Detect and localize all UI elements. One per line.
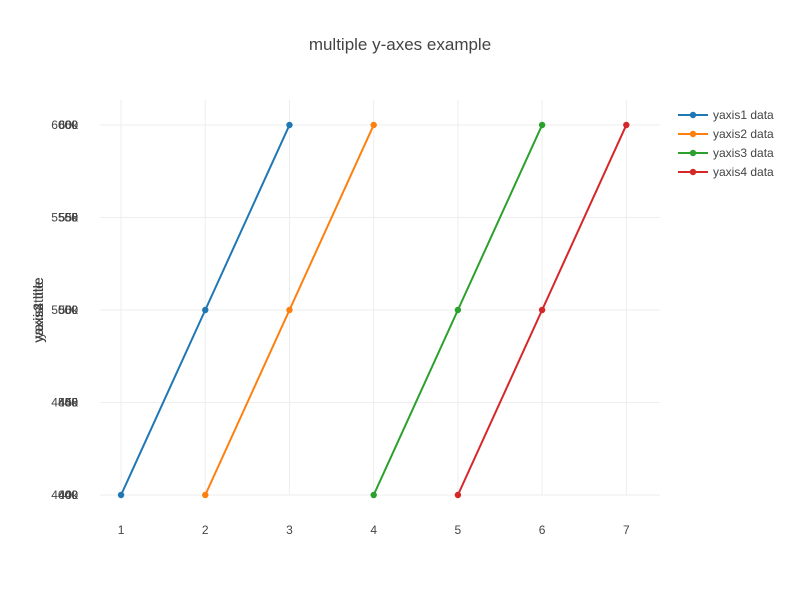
data-point[interactable]: [202, 491, 209, 499]
y-tick-label: 40k: [59, 488, 79, 502]
data-point[interactable]: [538, 121, 546, 129]
data-point[interactable]: [370, 491, 377, 499]
y-tick-label: 600: [58, 118, 78, 132]
y-axis-title: yaxis2 title: [30, 277, 46, 343]
x-tick-label: 6: [539, 523, 546, 537]
y-tick-label: 55: [65, 211, 79, 225]
chart-title: multiple y-axes example: [309, 35, 491, 54]
x-tick-label: 4: [370, 523, 377, 537]
legend-label: yaxis1 data: [713, 108, 774, 122]
y-tick-labels: 40 45 50 55 60 400 450 500 550 600 4000 4500 5000 550…: [51, 118, 79, 502]
y-tick-label: 45: [65, 396, 79, 410]
data-point[interactable]: [117, 491, 125, 499]
legend-item[interactable]: yaxis2 data: [678, 127, 774, 141]
series-lines: [117, 121, 630, 499]
y-tick-label: 55k: [59, 211, 79, 225]
x-tick-label: 1: [118, 523, 125, 537]
y-tick-label: 5000: [51, 303, 78, 317]
legend-label: yaxis3 data: [713, 146, 774, 160]
data-point[interactable]: [286, 306, 293, 314]
legend-marker-icon: [689, 111, 697, 119]
legend-item[interactable]: yaxis1 data: [678, 108, 774, 122]
legend-label: yaxis4 data: [713, 165, 774, 179]
y-tick-label: 500: [58, 303, 78, 317]
y-axis-title: yaxis3 title: [30, 277, 46, 343]
series-1: [117, 121, 293, 499]
legend-label: yaxis2 data: [713, 127, 774, 141]
data-point[interactable]: [454, 306, 462, 314]
legend-item[interactable]: yaxis4 data: [678, 165, 774, 179]
y-tick-label: 60k: [59, 118, 79, 132]
legend-marker-icon: [689, 168, 697, 176]
y-tick-label: 60: [65, 118, 79, 132]
y-tick-label: 550: [58, 211, 78, 225]
x-tick-label: 3: [286, 523, 293, 537]
x-tick-label: 7: [623, 523, 630, 537]
y-tick-label: 400: [58, 488, 78, 502]
x-tick-label: 2: [202, 523, 209, 537]
y-tick-label: 4000: [51, 488, 78, 502]
y-tick-label: 40: [65, 488, 79, 502]
y-axis-title: yaxis4 title: [30, 277, 46, 343]
series-3: [370, 121, 546, 499]
data-point[interactable]: [202, 306, 209, 314]
y-tick-label: 6000: [51, 118, 78, 132]
legend-marker-icon: [689, 149, 697, 157]
series-4: [454, 121, 630, 499]
data-point[interactable]: [623, 121, 630, 129]
y-axis-title: yaxis title: [30, 281, 46, 339]
grid: [100, 100, 660, 496]
legend-item[interactable]: yaxis3 data: [678, 146, 774, 160]
series-2: [202, 121, 377, 499]
y-tick-label: 50k: [59, 303, 79, 317]
data-point[interactable]: [454, 491, 462, 499]
y-tick-label: 4500: [51, 396, 78, 410]
y-tick-label: 450: [58, 396, 78, 410]
y-tick-label: 45k: [59, 396, 79, 410]
x-tick-labels: 1 2 3 4 5 6 7: [118, 523, 630, 537]
data-point[interactable]: [538, 306, 546, 314]
legend[interactable]: yaxis1 data yaxis2 data yaxis3 data yaxis4 …: [678, 108, 774, 179]
y-tick-label: 5500: [51, 211, 78, 225]
legend-marker-icon: [689, 130, 697, 138]
y-tick-label: 50: [65, 303, 79, 317]
data-point[interactable]: [286, 121, 293, 129]
x-tick-label: 5: [455, 523, 462, 537]
data-point[interactable]: [370, 121, 377, 129]
